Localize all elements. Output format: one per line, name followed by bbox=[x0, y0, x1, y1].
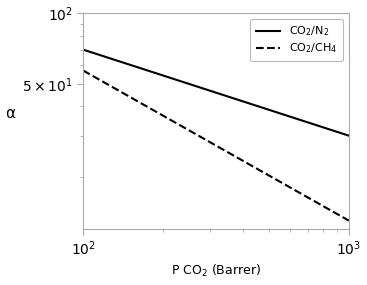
CO$_2$/N$_2$ bbox=[347, 134, 351, 137]
CO$_2$/N$_2$ bbox=[239, 99, 243, 103]
CO$_2$/CH$_4$ bbox=[81, 69, 85, 72]
CO$_2$/N$_2$ bbox=[238, 99, 243, 102]
CO$_2$/CH$_4$ bbox=[238, 158, 243, 161]
Legend: CO$_2$/N$_2$, CO$_2$/CH$_4$: CO$_2$/N$_2$, CO$_2$/CH$_4$ bbox=[250, 19, 343, 61]
CO$_2$/N$_2$ bbox=[81, 48, 85, 51]
CO$_2$/N$_2$ bbox=[322, 126, 326, 129]
CO$_2$/N$_2$ bbox=[244, 101, 248, 104]
CO$_2$/CH$_4$ bbox=[305, 195, 309, 199]
Line: CO$_2$/N$_2$: CO$_2$/N$_2$ bbox=[83, 50, 349, 136]
Y-axis label: α: α bbox=[6, 106, 16, 121]
X-axis label: P CO$_2$ (Barrer): P CO$_2$ (Barrer) bbox=[171, 263, 261, 280]
CO$_2$/CH$_4$ bbox=[244, 161, 248, 164]
CO$_2$/CH$_4$ bbox=[239, 158, 243, 162]
CO$_2$/CH$_4$ bbox=[347, 219, 351, 222]
CO$_2$/CH$_4$ bbox=[82, 69, 86, 73]
Line: CO$_2$/CH$_4$: CO$_2$/CH$_4$ bbox=[83, 70, 349, 221]
CO$_2$/N$_2$ bbox=[305, 121, 309, 124]
CO$_2$/N$_2$ bbox=[82, 48, 86, 52]
CO$_2$/CH$_4$ bbox=[322, 205, 326, 208]
